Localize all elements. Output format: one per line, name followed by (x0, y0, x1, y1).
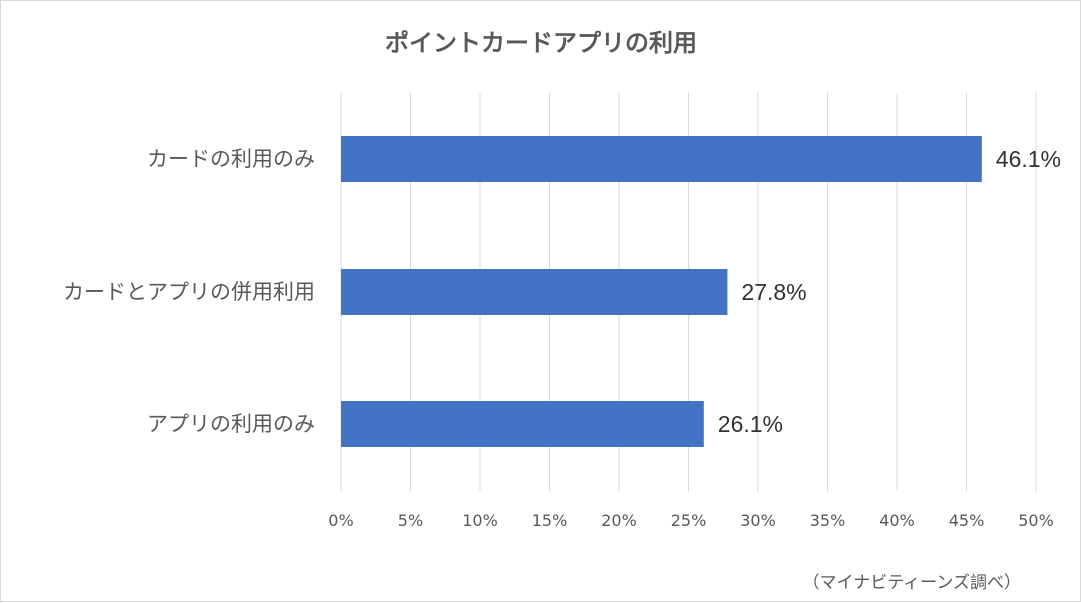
x-tick-label: 5% (398, 511, 423, 530)
x-tick-label: 45% (949, 511, 985, 530)
x-tick-label: 35% (810, 511, 846, 530)
bar (341, 269, 728, 315)
category-label: カードとアプリの併用利用 (63, 280, 315, 304)
data-label: 26.1% (718, 411, 783, 437)
data-label: 46.1% (996, 146, 1061, 172)
chart-title: ポイントカードアプリの利用 (385, 29, 697, 57)
data-label: 27.8% (741, 279, 806, 305)
category-label: アプリの利用のみ (147, 412, 315, 436)
x-tick-label: 20% (601, 511, 637, 530)
x-axis-tick-labels: 0% 5% 10% 15% 20% 25% 30% 35% 40% 45% 50% (328, 511, 1053, 530)
source-note: （マイナビティーンズ調べ） (803, 573, 1021, 593)
x-tick-label: 10% (462, 511, 498, 530)
data-labels: 46.1% 27.8% 26.1% (718, 146, 1061, 437)
category-label: カードの利用のみ (147, 147, 315, 171)
bars (341, 136, 982, 447)
x-tick-label: 30% (740, 511, 776, 530)
x-tick-label: 50% (1018, 511, 1054, 530)
x-tick-label: 40% (879, 511, 915, 530)
x-tick-label: 25% (671, 511, 707, 530)
bar (341, 401, 704, 447)
x-tick-label: 15% (532, 511, 568, 530)
x-tick-label: 0% (328, 511, 353, 530)
bar (341, 136, 982, 182)
